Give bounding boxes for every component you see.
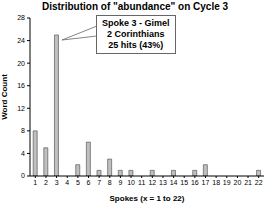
svg-text:Word Count: Word Count bbox=[8, 74, 9, 120]
html-text:Distribution of "abundance" on: Distribution of "abundance" on Cycle 3 bbox=[41, 1, 229, 12]
svg-text:5: 5 bbox=[76, 179, 80, 186]
svg-text:2: 2 bbox=[44, 179, 48, 186]
svg-text:13: 13 bbox=[159, 179, 167, 186]
svg-text:16: 16 bbox=[191, 179, 199, 186]
svg-text:19: 19 bbox=[223, 179, 231, 186]
html-text:Spoke 3 - Gimel: Spoke 3 - Gimel bbox=[102, 18, 170, 28]
svg-text:9: 9 bbox=[118, 179, 122, 186]
svg-text:4: 4 bbox=[21, 150, 25, 157]
svg-text:14: 14 bbox=[170, 179, 178, 186]
svg-text:24: 24 bbox=[17, 37, 25, 44]
html-text:25 hits (43%): 25 hits (43%) bbox=[108, 40, 164, 50]
svg-text:15: 15 bbox=[180, 179, 188, 186]
svg-text:18: 18 bbox=[212, 179, 220, 186]
svg-text:20: 20 bbox=[17, 60, 25, 67]
svg-text:28: 28 bbox=[17, 14, 25, 21]
svg-text:11: 11 bbox=[138, 179, 145, 186]
svg-text:12: 12 bbox=[17, 105, 25, 112]
svg-text:1: 1 bbox=[33, 179, 37, 186]
svg-text:16: 16 bbox=[17, 82, 25, 89]
svg-text:10: 10 bbox=[127, 179, 135, 186]
svg-text:7: 7 bbox=[97, 179, 101, 186]
svg-text:4: 4 bbox=[65, 179, 69, 186]
svg-text:17: 17 bbox=[202, 179, 210, 186]
html-text:2 Corinthians: 2 Corinthians bbox=[107, 29, 165, 39]
svg-text:3: 3 bbox=[55, 179, 59, 186]
svg-text:12: 12 bbox=[148, 179, 156, 186]
svg-text:6: 6 bbox=[87, 179, 91, 186]
svg-text:20: 20 bbox=[234, 179, 242, 186]
svg-text:22: 22 bbox=[255, 179, 262, 186]
svg-text:8: 8 bbox=[108, 179, 112, 186]
svg-text:21: 21 bbox=[244, 179, 252, 186]
svg-text:0: 0 bbox=[21, 172, 25, 179]
svg-text:8: 8 bbox=[21, 127, 25, 134]
svg-text:Spokes (x = 1 to 22): Spokes (x = 1 to 22) bbox=[110, 194, 185, 203]
